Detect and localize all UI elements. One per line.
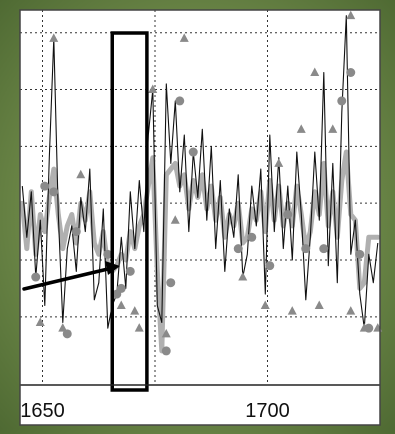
triangle-marker xyxy=(346,306,356,315)
plot-border xyxy=(19,9,381,426)
x-tick-labels: 1650 1700 xyxy=(20,400,290,422)
circle-marker xyxy=(188,147,198,157)
circle-marker xyxy=(337,96,347,106)
triangle-up-marker xyxy=(328,124,338,133)
triangle-up-marker xyxy=(170,215,180,224)
series-layer xyxy=(19,15,381,354)
triangle-marker xyxy=(35,317,45,326)
circle-marker xyxy=(31,272,41,282)
circle-marker xyxy=(283,210,293,220)
triangle-up-marker xyxy=(179,33,189,42)
triangle-up-marker xyxy=(274,158,284,167)
triangle-marker xyxy=(314,300,324,309)
triangle-marker xyxy=(238,272,248,281)
arrow-layer xyxy=(22,261,120,291)
x-tick-label: 1650 xyxy=(20,400,65,422)
circle-marker xyxy=(319,244,329,254)
series-line-thin xyxy=(21,15,379,329)
triangle-up-marker xyxy=(76,169,86,179)
triangle-marker xyxy=(359,323,369,332)
arrow-shaft xyxy=(22,266,112,291)
triangle-up-marker xyxy=(49,33,59,42)
highlight-box-layer xyxy=(110,31,149,392)
circle-marker xyxy=(49,187,59,197)
circle-marker xyxy=(71,227,81,237)
arrow-head xyxy=(105,261,120,275)
circle-marker xyxy=(103,249,113,259)
triangle-up-marker xyxy=(310,67,320,76)
circle-marker xyxy=(355,249,365,259)
circle-marker xyxy=(247,232,257,242)
circle-marker xyxy=(233,244,243,254)
x-tick-label: 1700 xyxy=(245,400,290,422)
circle-marker xyxy=(301,244,311,254)
circle-marker xyxy=(161,346,171,356)
circle-marker xyxy=(40,181,50,191)
triangle-marker xyxy=(287,306,297,315)
triangle-marker xyxy=(260,300,270,309)
circle-marker xyxy=(175,96,185,106)
triangle-marker xyxy=(58,323,68,332)
circle-marker xyxy=(125,266,135,276)
triangle-up-marker xyxy=(148,84,158,94)
triangle-up-marker xyxy=(346,10,356,20)
circle-marker xyxy=(116,283,126,293)
triangle-up-marker xyxy=(296,124,306,133)
circle-marker xyxy=(346,68,356,77)
triangle-marker xyxy=(130,306,140,315)
triangle-marker xyxy=(116,300,126,309)
triangle-marker xyxy=(134,323,144,332)
highlight-box xyxy=(110,31,149,392)
circle-marker xyxy=(265,261,275,271)
marker-layer xyxy=(31,10,383,356)
triangle-marker xyxy=(161,328,171,338)
circle-marker xyxy=(166,278,176,288)
